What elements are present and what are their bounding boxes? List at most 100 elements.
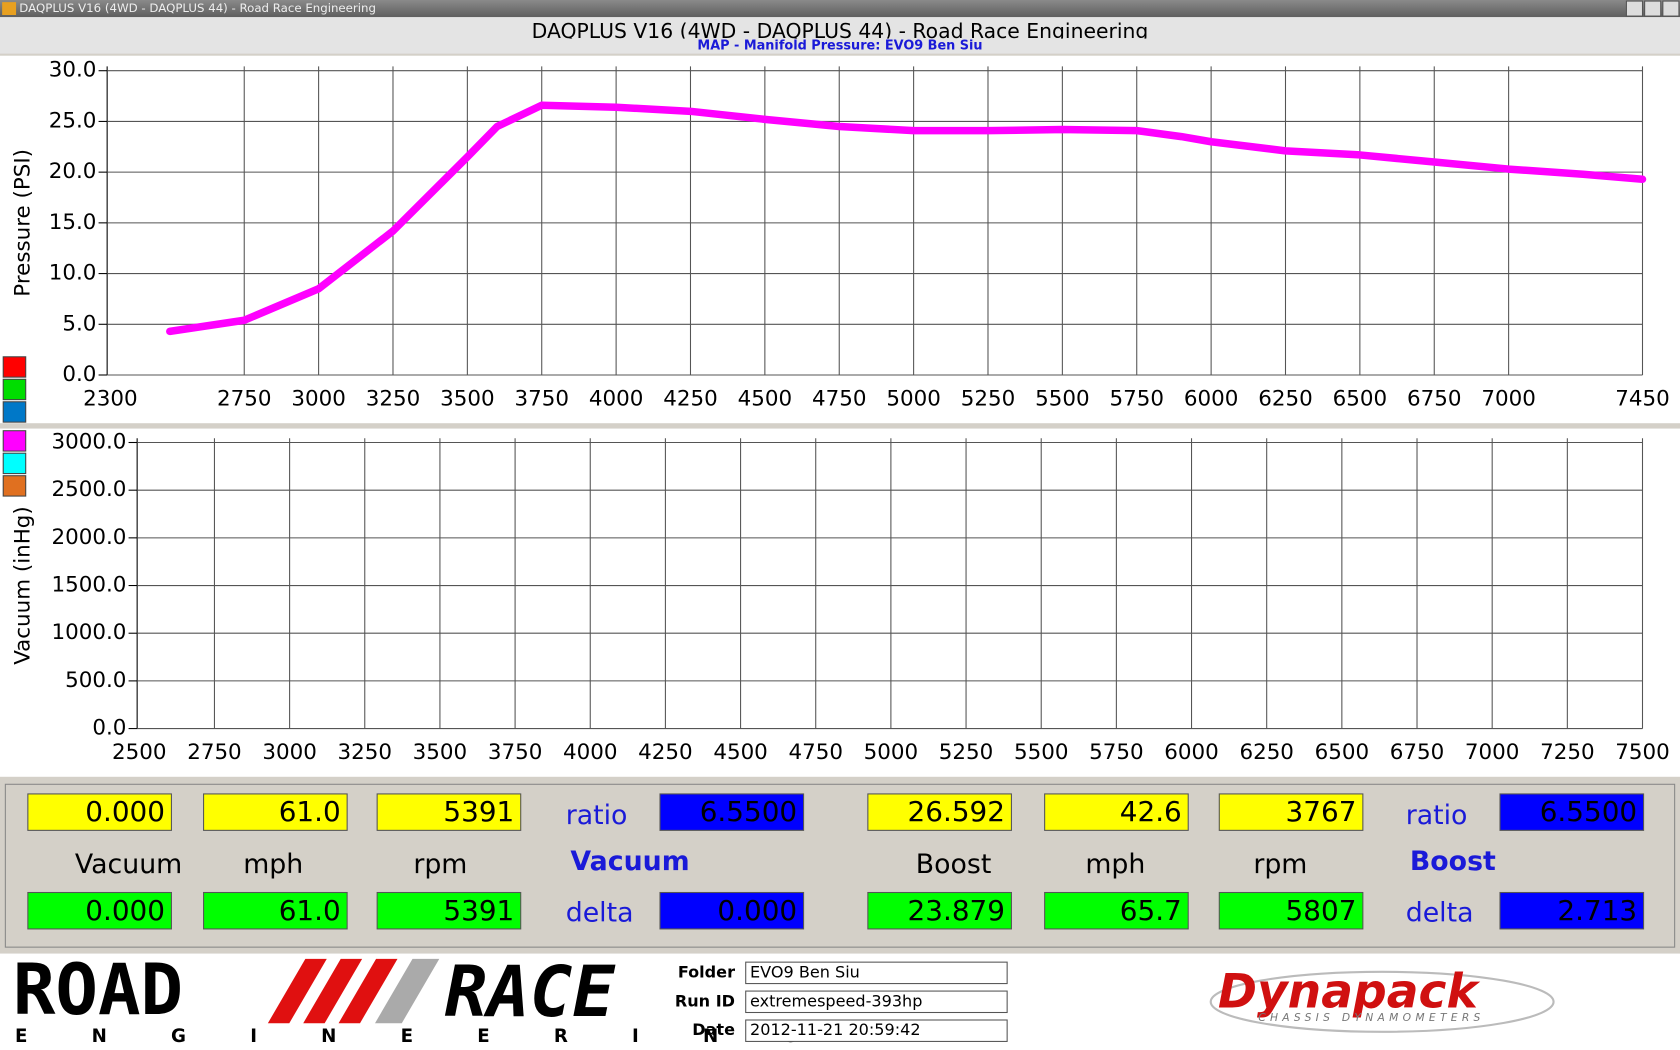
readout-box-value: 0.000 [85, 894, 165, 927]
x-tick-label: 7000 [1481, 387, 1535, 412]
x-tick-label: 6750 [1390, 740, 1444, 765]
y-tick-label: 1500.0 [52, 573, 127, 598]
x-tick-label: 6500 [1315, 740, 1369, 765]
x-tick-label: 7450 [1615, 387, 1669, 412]
title-bar [0, 0, 1680, 18]
x-tick-label: 2300 [83, 387, 137, 412]
readout-label: rpm [1253, 849, 1307, 880]
x-tick-label: 5500 [1014, 740, 1068, 765]
y-tick-label: 10.0 [49, 261, 97, 286]
chart-panel [0, 428, 1680, 777]
x-tick-label: 5500 [1035, 387, 1089, 412]
group-heading: Vacuum [570, 846, 689, 877]
y-tick-label: 500.0 [65, 668, 126, 693]
app-icon [2, 2, 17, 16]
readout-box-value: 3767 [1286, 795, 1357, 828]
delta-box-value: 0.000 [717, 894, 797, 927]
swatch[interactable] [2, 452, 27, 475]
field-box [745, 961, 1008, 985]
readout-box [1044, 891, 1189, 930]
swatch[interactable] [2, 430, 27, 452]
y-tick-label: 3000.0 [52, 430, 127, 455]
close-button[interactable] [1662, 0, 1680, 17]
x-tick-label: 7250 [1540, 740, 1594, 765]
x-tick-label: 3000 [291, 387, 345, 412]
x-tick-label: 4500 [713, 740, 767, 765]
field-value: extremespeed-393hp [750, 991, 922, 1010]
x-tick-label: 5250 [961, 387, 1015, 412]
x-tick-label: 2750 [217, 387, 271, 412]
x-tick-label: 4750 [812, 387, 866, 412]
x-tick-label: 3250 [338, 740, 392, 765]
readout-box-value: 42.6 [1120, 795, 1182, 828]
logo-stripe [267, 958, 327, 1024]
x-tick-label: 3250 [366, 387, 420, 412]
x-tick-label: 6000 [1164, 740, 1218, 765]
brand-tagline: CHASSIS DYNAMOMETERS [1258, 1011, 1484, 1024]
y-tick-label: 2000.0 [52, 525, 127, 550]
ratio-box [1499, 793, 1645, 831]
ratio-box-value: 6.5500 [1540, 795, 1637, 828]
field-box [745, 1019, 1008, 1042]
delta-box [1499, 891, 1645, 930]
restore-button[interactable] [1644, 0, 1662, 17]
x-tick-label: 6250 [1239, 740, 1293, 765]
x-tick-label: 3000 [262, 740, 316, 765]
logo-swoosh [1209, 970, 1555, 1033]
field-box [745, 990, 1008, 1014]
readout-box [376, 793, 522, 831]
header-subtitle: MAP - Manifold Pressure: EVO9 Ben Siu [697, 39, 982, 54]
x-tick-label: 6250 [1258, 387, 1312, 412]
field-value: 2012-11-21 20:59:42 [750, 1020, 921, 1039]
y-tick-label: 25.0 [49, 108, 97, 133]
delta-box [659, 891, 805, 930]
swatch[interactable] [2, 356, 27, 378]
y-tick-label: 15.0 [49, 210, 97, 235]
readout-box [27, 793, 172, 831]
field-label: Folder [678, 962, 735, 981]
data-line [166, 101, 1647, 336]
readout-label: rpm [413, 849, 467, 880]
readout-box-value: 5391 [443, 795, 514, 828]
y-tick-label: 20.0 [49, 159, 97, 184]
x-tick-label: 7500 [1615, 740, 1669, 765]
run-info: Folder EVO9 Ben Siu Run ID extremespeed-393… [675, 961, 1008, 1042]
x-tick-label: 4750 [788, 740, 842, 765]
x-tick-label: 4250 [638, 740, 692, 765]
readout-box [376, 891, 522, 930]
delta-label: delta [566, 897, 634, 928]
y-tick-label: 5.0 [62, 311, 96, 336]
x-tick-label: 7000 [1465, 740, 1519, 765]
logo-tagline: E N G I N E E R I N G [15, 1026, 826, 1047]
x-tick-label: 3750 [488, 740, 542, 765]
readout-box-value: 65.7 [1120, 894, 1182, 927]
readout-box [203, 793, 348, 831]
chart-panel [0, 55, 1680, 424]
swatch[interactable] [2, 475, 27, 497]
road-race-logo: ROAD RACE E N G I N E E R I N G [13, 948, 826, 1047]
x-tick-label: 5000 [886, 387, 940, 412]
logo-word: ROAD [13, 948, 183, 1031]
minimize-button[interactable] [1625, 0, 1644, 17]
delta-label: delta [1406, 897, 1474, 928]
readout-box-value: 5391 [443, 894, 514, 927]
y-tick-label: 1000.0 [52, 620, 127, 645]
readout-box [867, 793, 1012, 831]
window-title: DAQPLUS V16 (4WD - DAQPLUS 44) - Road Ra… [19, 1, 376, 15]
logo-stripe [375, 958, 440, 1024]
y-tick-label: 30.0 [49, 58, 97, 83]
readout-label: mph [243, 849, 303, 880]
y-tick-label: 0.0 [92, 716, 126, 741]
ratio-label: ratio [1406, 800, 1468, 831]
readout-label: Boost [916, 849, 992, 880]
group-heading: Boost [1410, 846, 1496, 877]
x-tick-label: 4000 [563, 740, 617, 765]
x-tick-label: 4250 [663, 387, 717, 412]
logo-stripe [338, 958, 398, 1024]
x-tick-label: 5750 [1089, 740, 1143, 765]
swatch[interactable] [2, 378, 27, 401]
x-tick-label: 5250 [939, 740, 993, 765]
swatch[interactable] [2, 401, 27, 423]
ratio-box-value: 6.5500 [700, 795, 797, 828]
